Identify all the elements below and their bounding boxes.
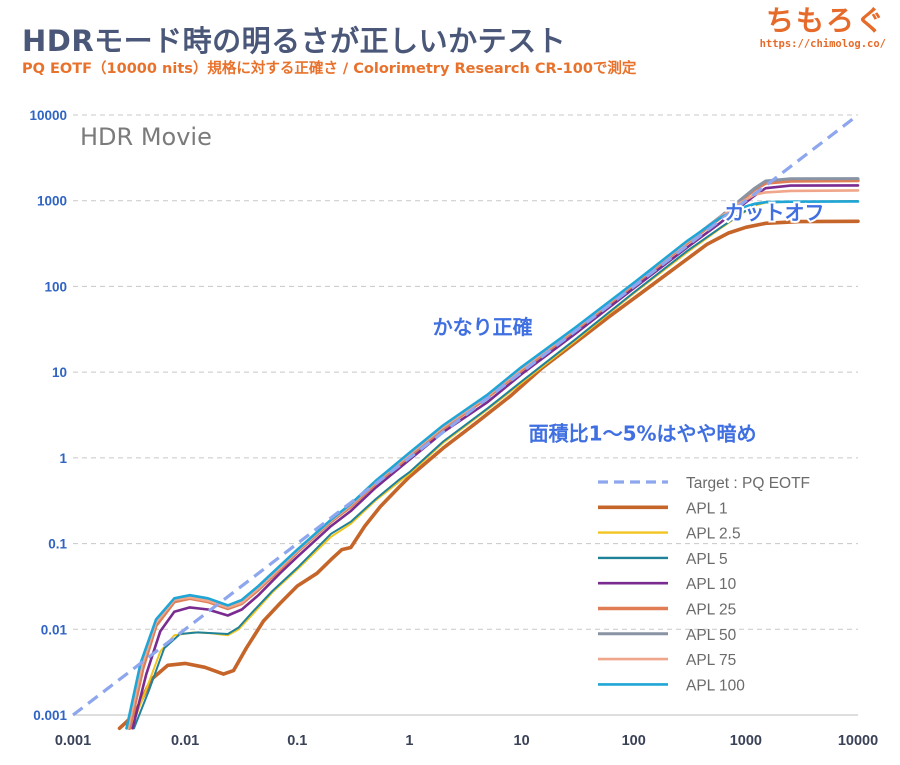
annotation-dark: 面積比1～5%はやや暗め bbox=[529, 421, 757, 445]
y-tick-label: 1000 bbox=[37, 194, 67, 209]
legend-label: Target : PQ EOTF bbox=[686, 475, 810, 492]
gridlines bbox=[73, 114, 858, 630]
x-tick-label: 0.01 bbox=[171, 733, 199, 749]
legend-label: APL 25 bbox=[686, 602, 736, 619]
series-line-apl-1 bbox=[117, 219, 860, 731]
brand-logo: ちもろぐ https://chimolog.co/ bbox=[760, 4, 886, 50]
legend-label: APL 2.5 bbox=[686, 526, 741, 543]
annotation-accurate: かなり正確 bbox=[433, 315, 533, 339]
x-tick-label: 0.1 bbox=[287, 733, 307, 749]
brand-url: https://chimolog.co/ bbox=[759, 38, 886, 50]
x-tick-label: 10 bbox=[514, 733, 530, 749]
series-layer bbox=[72, 113, 860, 731]
y-tick-label: 0.01 bbox=[41, 622, 68, 637]
series-line-apl-100 bbox=[125, 200, 860, 730]
y-tick-label: 10000 bbox=[29, 108, 67, 123]
x-tick-label: 100 bbox=[622, 733, 646, 749]
axes: 0.001 0.01 0.1 1 10 100 1000 10000 0.001 0.01 0.1 1… bbox=[29, 108, 878, 749]
y-tick-label: 0.1 bbox=[48, 537, 67, 552]
brand-name: ちもろぐ bbox=[765, 4, 886, 37]
series-line-target-pq-eotf bbox=[72, 113, 859, 717]
series-line-apl-5 bbox=[133, 200, 859, 730]
y-tick-label: 1 bbox=[59, 451, 67, 466]
legend-label: APL 10 bbox=[686, 576, 737, 593]
mode-label: HDR Movie bbox=[80, 123, 212, 151]
legend-label: APL 5 bbox=[686, 551, 728, 568]
legend: Target : PQ EOTF APL 1 APL 2.5 APL 5 APL 10 A… bbox=[598, 475, 810, 694]
legend-label: APL 100 bbox=[686, 677, 745, 694]
y-tick-label: 10 bbox=[52, 365, 67, 380]
x-tick-label: 1 bbox=[405, 733, 413, 749]
x-tick-label: 1000 bbox=[730, 733, 762, 749]
legend-label: APL 50 bbox=[686, 627, 737, 644]
chart-subtitle: PQ EOTF（10000 nits）規格に対する正確さ / Colorimet… bbox=[22, 61, 637, 77]
y-tick-label: 100 bbox=[44, 279, 67, 294]
legend-label: APL 75 bbox=[686, 652, 736, 669]
x-tick-label: 10000 bbox=[838, 733, 878, 749]
x-tick-label: 0.001 bbox=[55, 733, 91, 749]
legend-label: APL 1 bbox=[686, 500, 728, 517]
chart-title: HDRモード時の明るさが正しいかテスト bbox=[22, 24, 567, 58]
annotation-cutoff: カットオフ bbox=[724, 201, 824, 225]
y-tick-label: 0.001 bbox=[33, 708, 67, 723]
